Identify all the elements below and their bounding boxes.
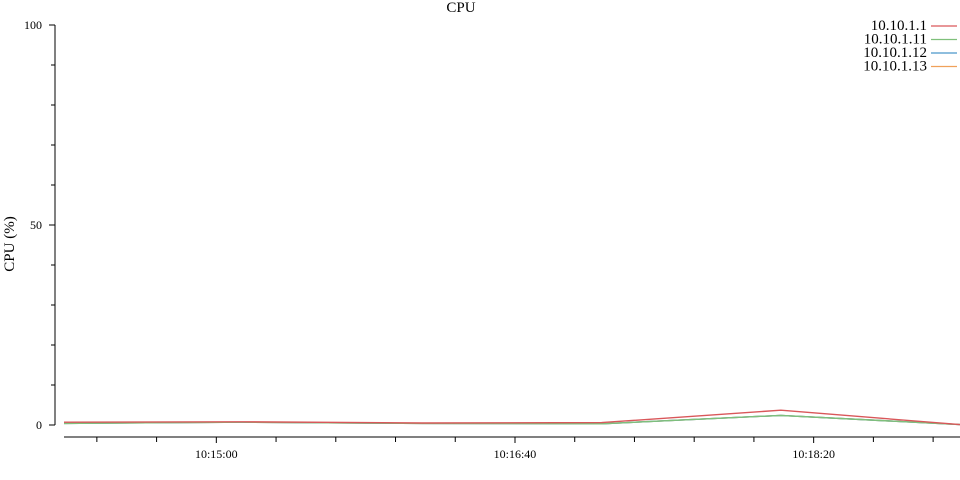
legend-label: 10.10.1.13 (863, 59, 927, 75)
x-tick-label: 10:18:20 (792, 447, 835, 461)
y-axis-ticks: 0 50 100 (24, 18, 55, 432)
y-axis-label: CPU (%) (2, 216, 18, 271)
legend-label: 10.10.1.11 (864, 32, 927, 48)
x-tick-label: 10:15:00 (195, 447, 238, 461)
legend-label: 10.10.1.12 (863, 45, 927, 61)
y-tick-label: 100 (24, 18, 42, 32)
y-tick-label: 50 (30, 218, 42, 232)
chart-title: CPU (446, 0, 475, 16)
series-lines (63, 409, 960, 426)
legend-label: 10.10.1.1 (871, 18, 927, 34)
x-axis-ticks: 10:15:00 10:16:40 10:18:20 (96, 437, 934, 461)
x-tick-label: 10:16:40 (494, 447, 537, 461)
series-line-10-10-1-1 (63, 409, 960, 426)
y-tick-label: 0 (36, 418, 42, 432)
